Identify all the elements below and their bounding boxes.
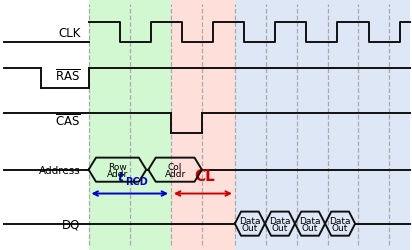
Text: Out: Out	[242, 223, 258, 232]
Text: CLK: CLK	[58, 27, 80, 40]
Text: Out: Out	[302, 223, 318, 232]
Text: Col: Col	[168, 162, 182, 171]
Text: Out: Out	[332, 223, 348, 232]
Text: Data: Data	[239, 216, 261, 225]
Bar	[235, 0, 410, 250]
Text: Data: Data	[329, 216, 351, 225]
Text: $\overline{\rm RAS}$: $\overline{\rm RAS}$	[55, 68, 80, 84]
Text: DQ: DQ	[62, 217, 80, 230]
Text: Address: Address	[39, 165, 80, 175]
Text: RCD: RCD	[125, 176, 147, 186]
Text: $\overline{\rm CAS}$: $\overline{\rm CAS}$	[55, 114, 80, 129]
Text: t: t	[117, 171, 124, 184]
Text: Data: Data	[299, 216, 321, 225]
Text: Data: Data	[269, 216, 291, 225]
Text: Addr: Addr	[107, 169, 128, 178]
Text: Out: Out	[272, 223, 288, 232]
Bar	[171, 0, 235, 250]
Text: CL: CL	[194, 169, 215, 184]
Bar	[89, 0, 171, 250]
Text: Addr: Addr	[164, 169, 186, 178]
Text: Row: Row	[108, 162, 127, 171]
